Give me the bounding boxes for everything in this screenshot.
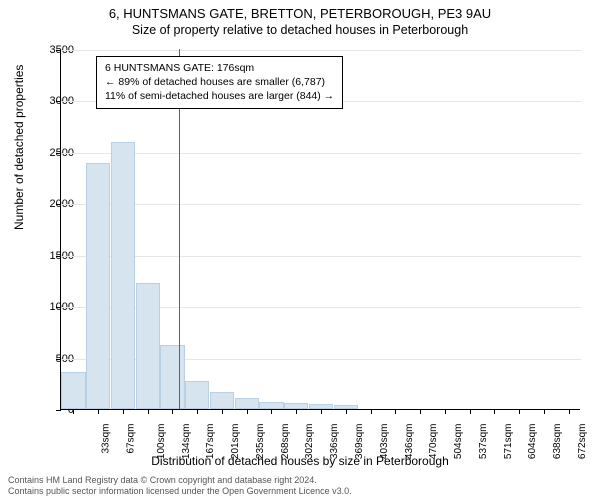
annotation-line2: ← 89% of detached houses are smaller (6,… (105, 75, 334, 89)
histogram-bar (136, 283, 160, 410)
histogram-bar (210, 392, 234, 409)
gridline-h (61, 50, 581, 51)
xtick-mark (569, 409, 570, 414)
histogram-bar (259, 402, 283, 409)
xtick-mark (148, 409, 149, 414)
ytick-mark (56, 410, 61, 411)
annotation-line3: 11% of semi-detached houses are larger (… (105, 89, 334, 103)
gridline-h (61, 204, 581, 205)
histogram-bar (309, 404, 333, 409)
xtick-mark (247, 409, 248, 414)
xtick-label: 67sqm (126, 424, 137, 454)
histogram-bar (334, 405, 358, 409)
xtick-mark (271, 409, 272, 414)
annotation-line1: 6 HUNTSMANS GATE: 176sqm (105, 61, 334, 75)
chart-subtitle: Size of property relative to detached ho… (0, 21, 600, 37)
annotation-box: 6 HUNTSMANS GATE: 176sqm ← 89% of detach… (96, 56, 343, 109)
histogram-bar (86, 163, 110, 409)
xtick-mark (222, 409, 223, 414)
histogram-bar (160, 345, 184, 409)
xtick-mark (321, 409, 322, 414)
xtick-mark (123, 409, 124, 414)
gridline-h (61, 256, 581, 257)
xtick-mark (470, 409, 471, 414)
chart-area: 6 HUNTSMANS GATE: 176sqm ← 89% of detach… (60, 50, 580, 410)
histogram-bar (61, 372, 85, 409)
gridline-h (61, 153, 581, 154)
y-axis-label: Number of detached properties (12, 65, 26, 230)
histogram-bar (235, 398, 259, 409)
footer-line2: Contains public sector information licen… (8, 486, 352, 498)
histogram-bar (111, 142, 135, 409)
histogram-bar (185, 381, 209, 409)
xtick-mark (519, 409, 520, 414)
histogram-bar (284, 403, 308, 409)
xtick-label: 33sqm (101, 424, 112, 454)
xtick-mark (445, 409, 446, 414)
chart-title: 6, HUNTSMANS GATE, BRETTON, PETERBOROUGH… (0, 0, 600, 21)
xtick-mark (395, 409, 396, 414)
xtick-mark (172, 409, 173, 414)
xtick-mark (371, 409, 372, 414)
xtick-mark (346, 409, 347, 414)
x-axis-label: Distribution of detached houses by size … (0, 454, 600, 468)
footer-attribution: Contains HM Land Registry data © Crown c… (8, 475, 352, 498)
chart-container: 6, HUNTSMANS GATE, BRETTON, PETERBOROUGH… (0, 0, 600, 500)
xtick-mark (197, 409, 198, 414)
xtick-mark (420, 409, 421, 414)
xtick-mark (296, 409, 297, 414)
xtick-mark (494, 409, 495, 414)
footer-line1: Contains HM Land Registry data © Crown c… (8, 475, 352, 487)
xtick-mark (544, 409, 545, 414)
xtick-mark (98, 409, 99, 414)
